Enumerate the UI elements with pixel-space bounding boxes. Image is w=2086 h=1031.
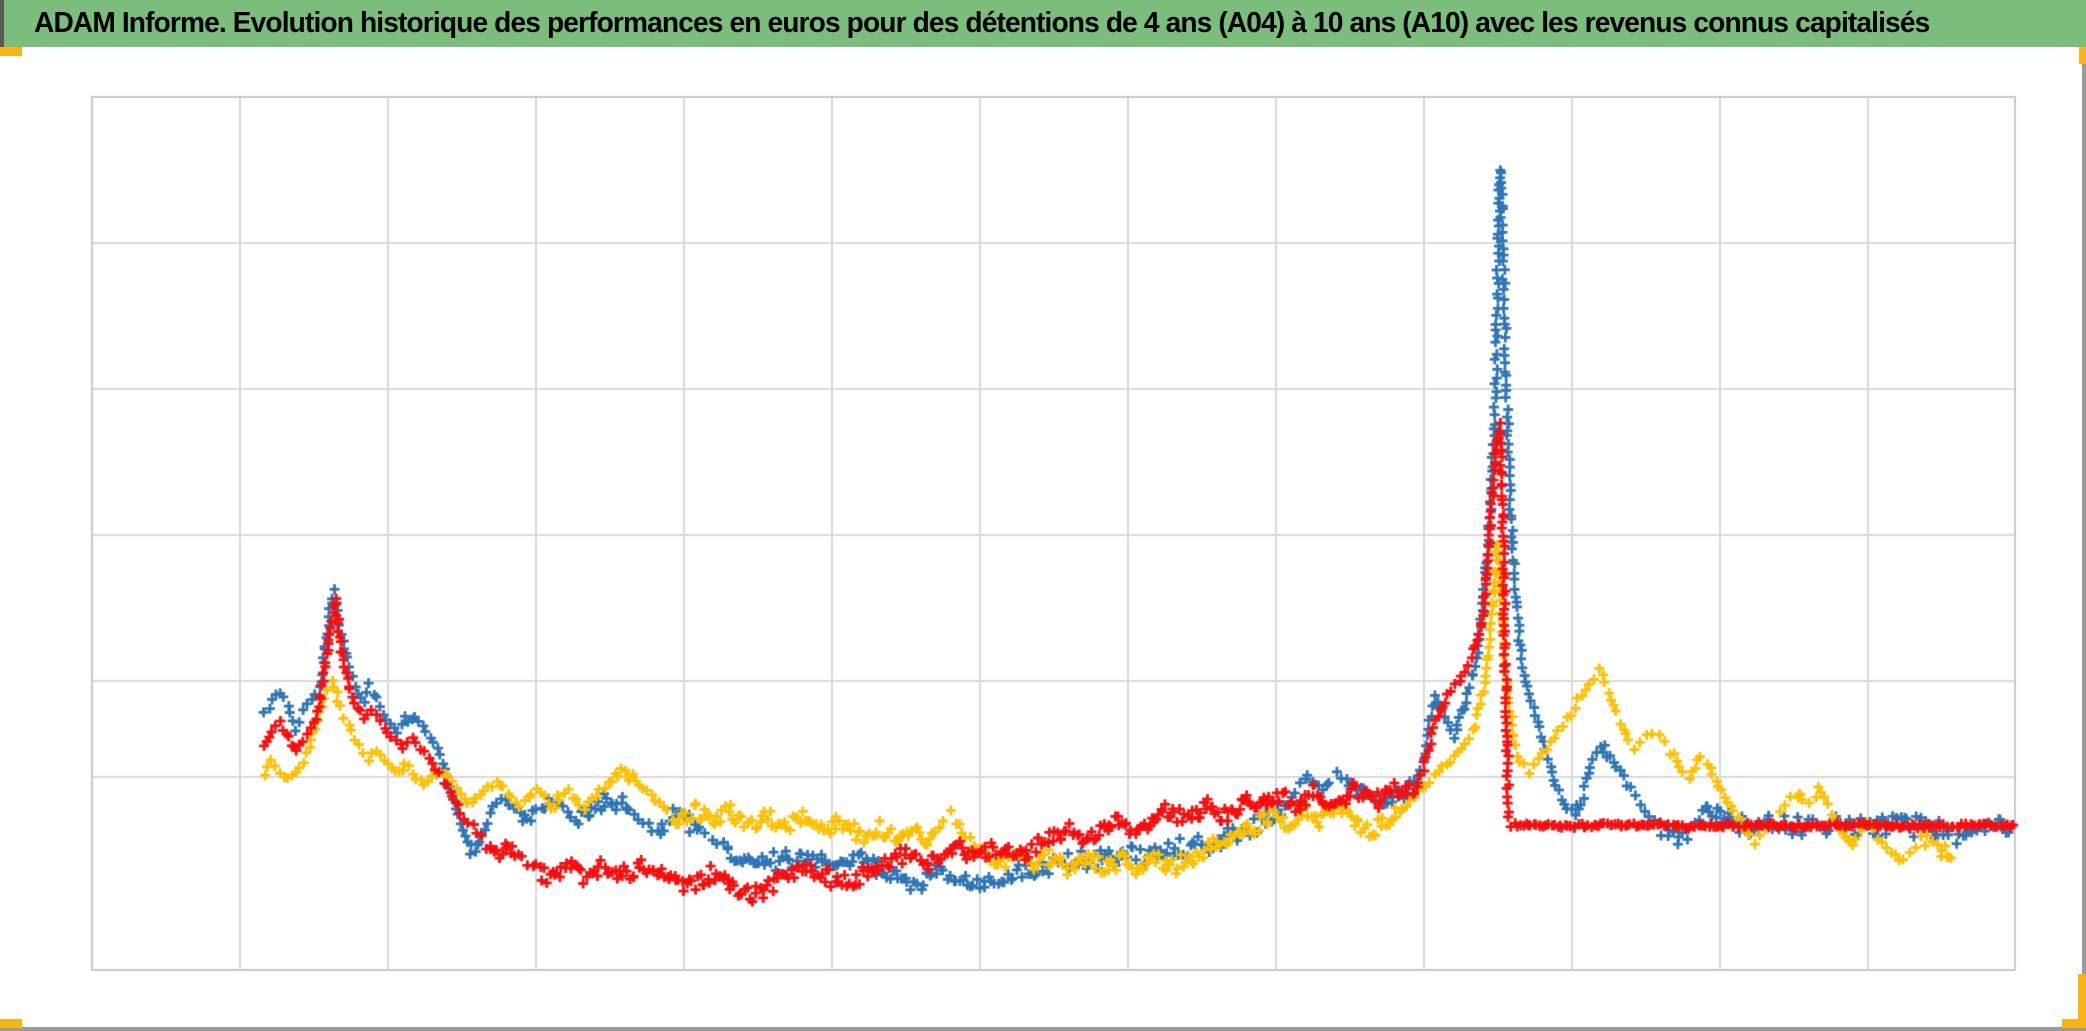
selection-handle-bottom-left[interactable] xyxy=(0,1019,22,1028)
selection-handle-top-left[interactable] xyxy=(0,47,22,56)
selection-handle-top-right[interactable] xyxy=(2079,47,2086,64)
slide-bottom-border xyxy=(0,1027,2086,1031)
slide-right-border xyxy=(2082,47,2086,1031)
chart-title: ADAM Informe. Evolution historique des p… xyxy=(34,7,1930,39)
performance-scatter-chart-canvas xyxy=(0,47,2086,1031)
selection-handle-bottom-right[interactable] xyxy=(2078,974,2086,1028)
title-bar: ADAM Informe. Evolution historique des p… xyxy=(0,0,2086,47)
chart-area xyxy=(0,47,2086,1031)
selection-handle-bottom-right-foot[interactable] xyxy=(2062,1019,2086,1028)
